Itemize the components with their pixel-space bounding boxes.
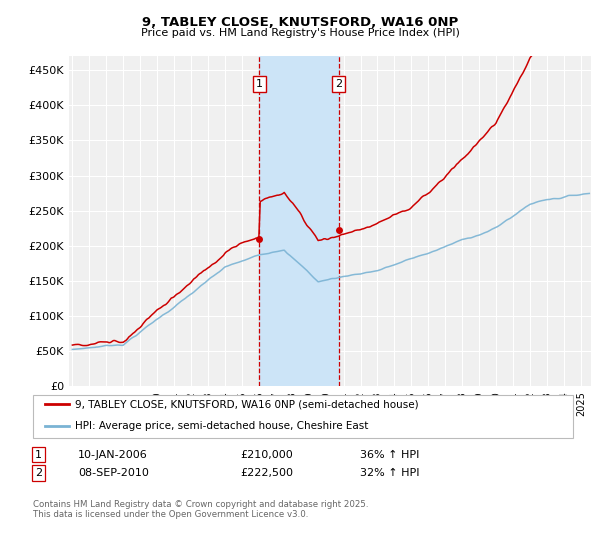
- Text: 32% ↑ HPI: 32% ↑ HPI: [360, 468, 419, 478]
- Text: Contains HM Land Registry data © Crown copyright and database right 2025.
This d: Contains HM Land Registry data © Crown c…: [33, 500, 368, 519]
- Text: 1: 1: [256, 79, 263, 89]
- Text: £210,000: £210,000: [240, 450, 293, 460]
- Text: £222,500: £222,500: [240, 468, 293, 478]
- Text: 2: 2: [35, 468, 42, 478]
- Text: Price paid vs. HM Land Registry's House Price Index (HPI): Price paid vs. HM Land Registry's House …: [140, 28, 460, 38]
- Text: 2: 2: [335, 79, 342, 89]
- Text: 9, TABLEY CLOSE, KNUTSFORD, WA16 0NP (semi-detached house): 9, TABLEY CLOSE, KNUTSFORD, WA16 0NP (se…: [75, 399, 419, 409]
- Text: 36% ↑ HPI: 36% ↑ HPI: [360, 450, 419, 460]
- Text: 10-JAN-2006: 10-JAN-2006: [78, 450, 148, 460]
- Text: 1: 1: [35, 450, 42, 460]
- Bar: [259, 56, 338, 386]
- Text: 9, TABLEY CLOSE, KNUTSFORD, WA16 0NP: 9, TABLEY CLOSE, KNUTSFORD, WA16 0NP: [142, 16, 458, 29]
- Text: 08-SEP-2010: 08-SEP-2010: [78, 468, 149, 478]
- Text: HPI: Average price, semi-detached house, Cheshire East: HPI: Average price, semi-detached house,…: [75, 422, 368, 431]
